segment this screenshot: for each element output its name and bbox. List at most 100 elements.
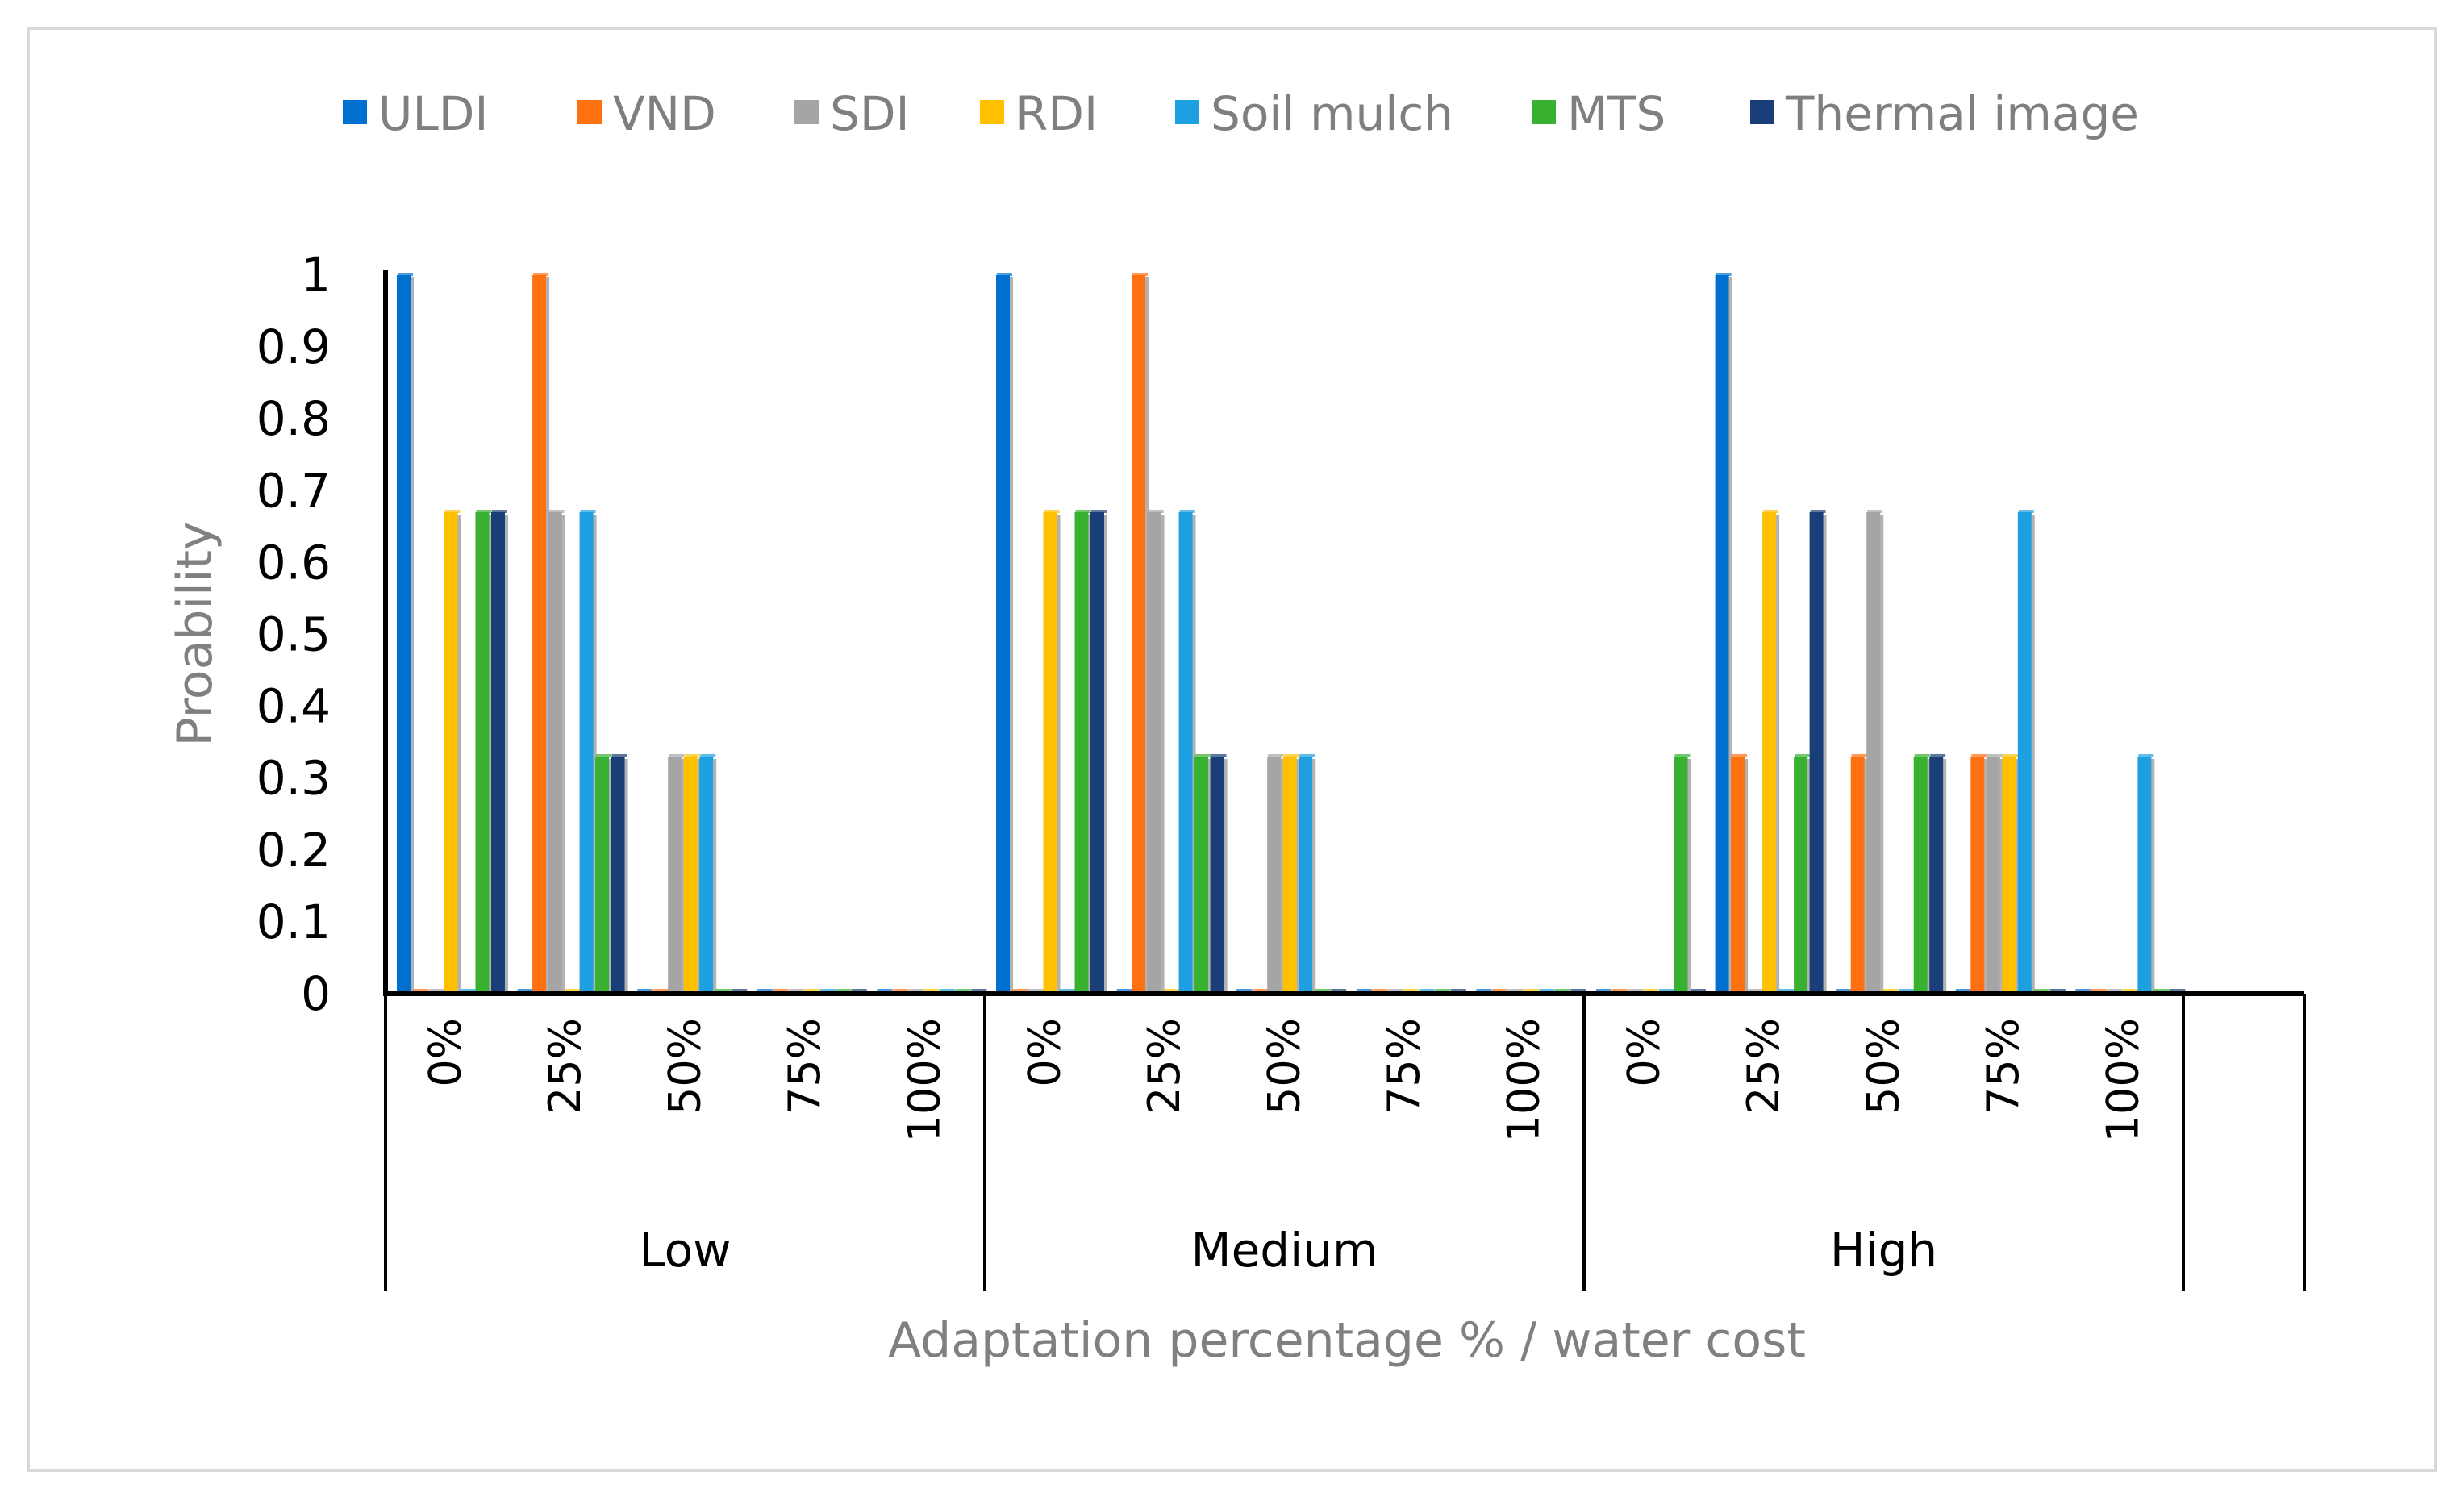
bar-top — [1763, 510, 1779, 514]
bar-face — [1090, 512, 1104, 994]
bar — [444, 510, 461, 994]
bar-face — [1866, 512, 1881, 994]
bar-side — [1224, 758, 1228, 994]
bar-side — [682, 758, 686, 994]
bar-top — [1028, 989, 1044, 992]
bar-side — [561, 515, 565, 994]
bar-side — [1927, 758, 1931, 994]
bar-side — [1687, 758, 1691, 994]
legend-item: Thermal image — [1750, 86, 2139, 141]
bar-top — [429, 989, 444, 992]
bar-face — [1074, 512, 1089, 994]
bar-top — [700, 753, 716, 757]
bar-top — [1914, 753, 1930, 757]
bar-top — [1778, 989, 1795, 992]
bar-top — [851, 989, 867, 992]
bar-side — [1057, 515, 1061, 994]
bar-top — [971, 989, 987, 992]
x-tick-label: 75% — [779, 1018, 830, 1115]
bar — [611, 753, 628, 994]
x-tick-label: 0% — [419, 1018, 470, 1087]
bar-face — [2137, 756, 2152, 994]
bar-top — [877, 989, 893, 992]
x-tick-label: 50% — [660, 1018, 711, 1115]
bar — [683, 753, 701, 994]
bar-top — [715, 989, 732, 992]
bar-side — [593, 515, 597, 994]
chart-border — [27, 27, 2437, 1472]
bar-top — [1356, 989, 1372, 992]
bar-top — [2003, 753, 2019, 757]
x-tick-label: 100% — [1499, 1018, 1549, 1142]
bar-top — [1132, 273, 1149, 276]
bar — [1090, 510, 1107, 994]
bar-top — [2170, 989, 2186, 992]
bar — [491, 510, 508, 994]
bar — [1762, 510, 1780, 994]
bar-top — [1060, 989, 1075, 992]
bar-top — [1611, 989, 1628, 992]
x-tick-label: 50% — [1858, 1018, 1909, 1115]
bar-face — [1132, 275, 1146, 994]
x-tick-label: 75% — [1978, 1018, 2028, 1115]
bar-face — [595, 756, 610, 994]
bar-face — [532, 275, 547, 994]
bar-face — [2002, 756, 2016, 994]
bar-face — [1731, 756, 1745, 994]
bar-top — [413, 989, 429, 992]
bar — [1866, 510, 1884, 994]
bar-face — [397, 275, 411, 994]
bar — [1299, 753, 1316, 994]
legend-item: MTS — [1532, 86, 1666, 141]
bar — [1970, 753, 1988, 994]
bar-top — [1164, 989, 1180, 992]
bar-top — [684, 753, 700, 757]
bar-face — [611, 756, 625, 994]
bar — [1986, 753, 2003, 994]
bar-top — [836, 989, 852, 992]
bar-side — [411, 277, 414, 994]
bar-side — [1281, 758, 1285, 994]
bar-face — [683, 756, 698, 994]
bar-face — [1178, 512, 1193, 994]
bar-face — [1147, 512, 1161, 994]
bar-top — [1435, 989, 1451, 992]
bar — [475, 510, 493, 994]
bar-top — [955, 989, 971, 992]
legend-swatch — [343, 100, 367, 124]
bar — [1210, 753, 1228, 994]
bar-side — [1010, 277, 1013, 994]
bar-face — [1970, 756, 1985, 994]
bar-top — [1075, 510, 1091, 514]
bar-top — [517, 989, 533, 992]
bar-side — [1296, 758, 1300, 994]
bar-top — [908, 989, 924, 992]
axes: 0 0.1 0.2 0.3 0.4 0.5 0.6 0.7 0.8 0.9 1 0% 25% 50% 75%… — [256, 248, 2306, 1291]
bar-top — [1044, 510, 1060, 514]
y-tick-label: 0.3 — [256, 751, 331, 806]
legend-item: ULDI — [343, 86, 489, 141]
bar-top — [757, 989, 773, 992]
bar-face — [1210, 756, 1224, 994]
bar-top — [1450, 989, 1466, 992]
legend-swatch — [1532, 100, 1556, 124]
bar-top — [1331, 989, 1347, 992]
bar — [1147, 510, 1165, 994]
bar-side — [1776, 515, 1780, 994]
y-tick-label: 0.1 — [256, 894, 331, 949]
bar-face — [475, 512, 490, 994]
bar-top — [2122, 989, 2138, 992]
bar-face — [1929, 756, 1944, 994]
bar-top — [611, 753, 627, 757]
y-tick-label: 0 — [301, 966, 331, 1021]
bar — [1043, 510, 1061, 994]
bar — [699, 753, 717, 994]
bar-top — [1419, 989, 1435, 992]
bar-top — [2075, 989, 2091, 992]
bar — [548, 510, 565, 994]
bar-top — [1372, 989, 1388, 992]
y-tick-label: 0.9 — [256, 319, 331, 374]
bar-side — [1943, 758, 1947, 994]
bar-top — [637, 989, 653, 992]
bar-top — [1091, 510, 1107, 514]
